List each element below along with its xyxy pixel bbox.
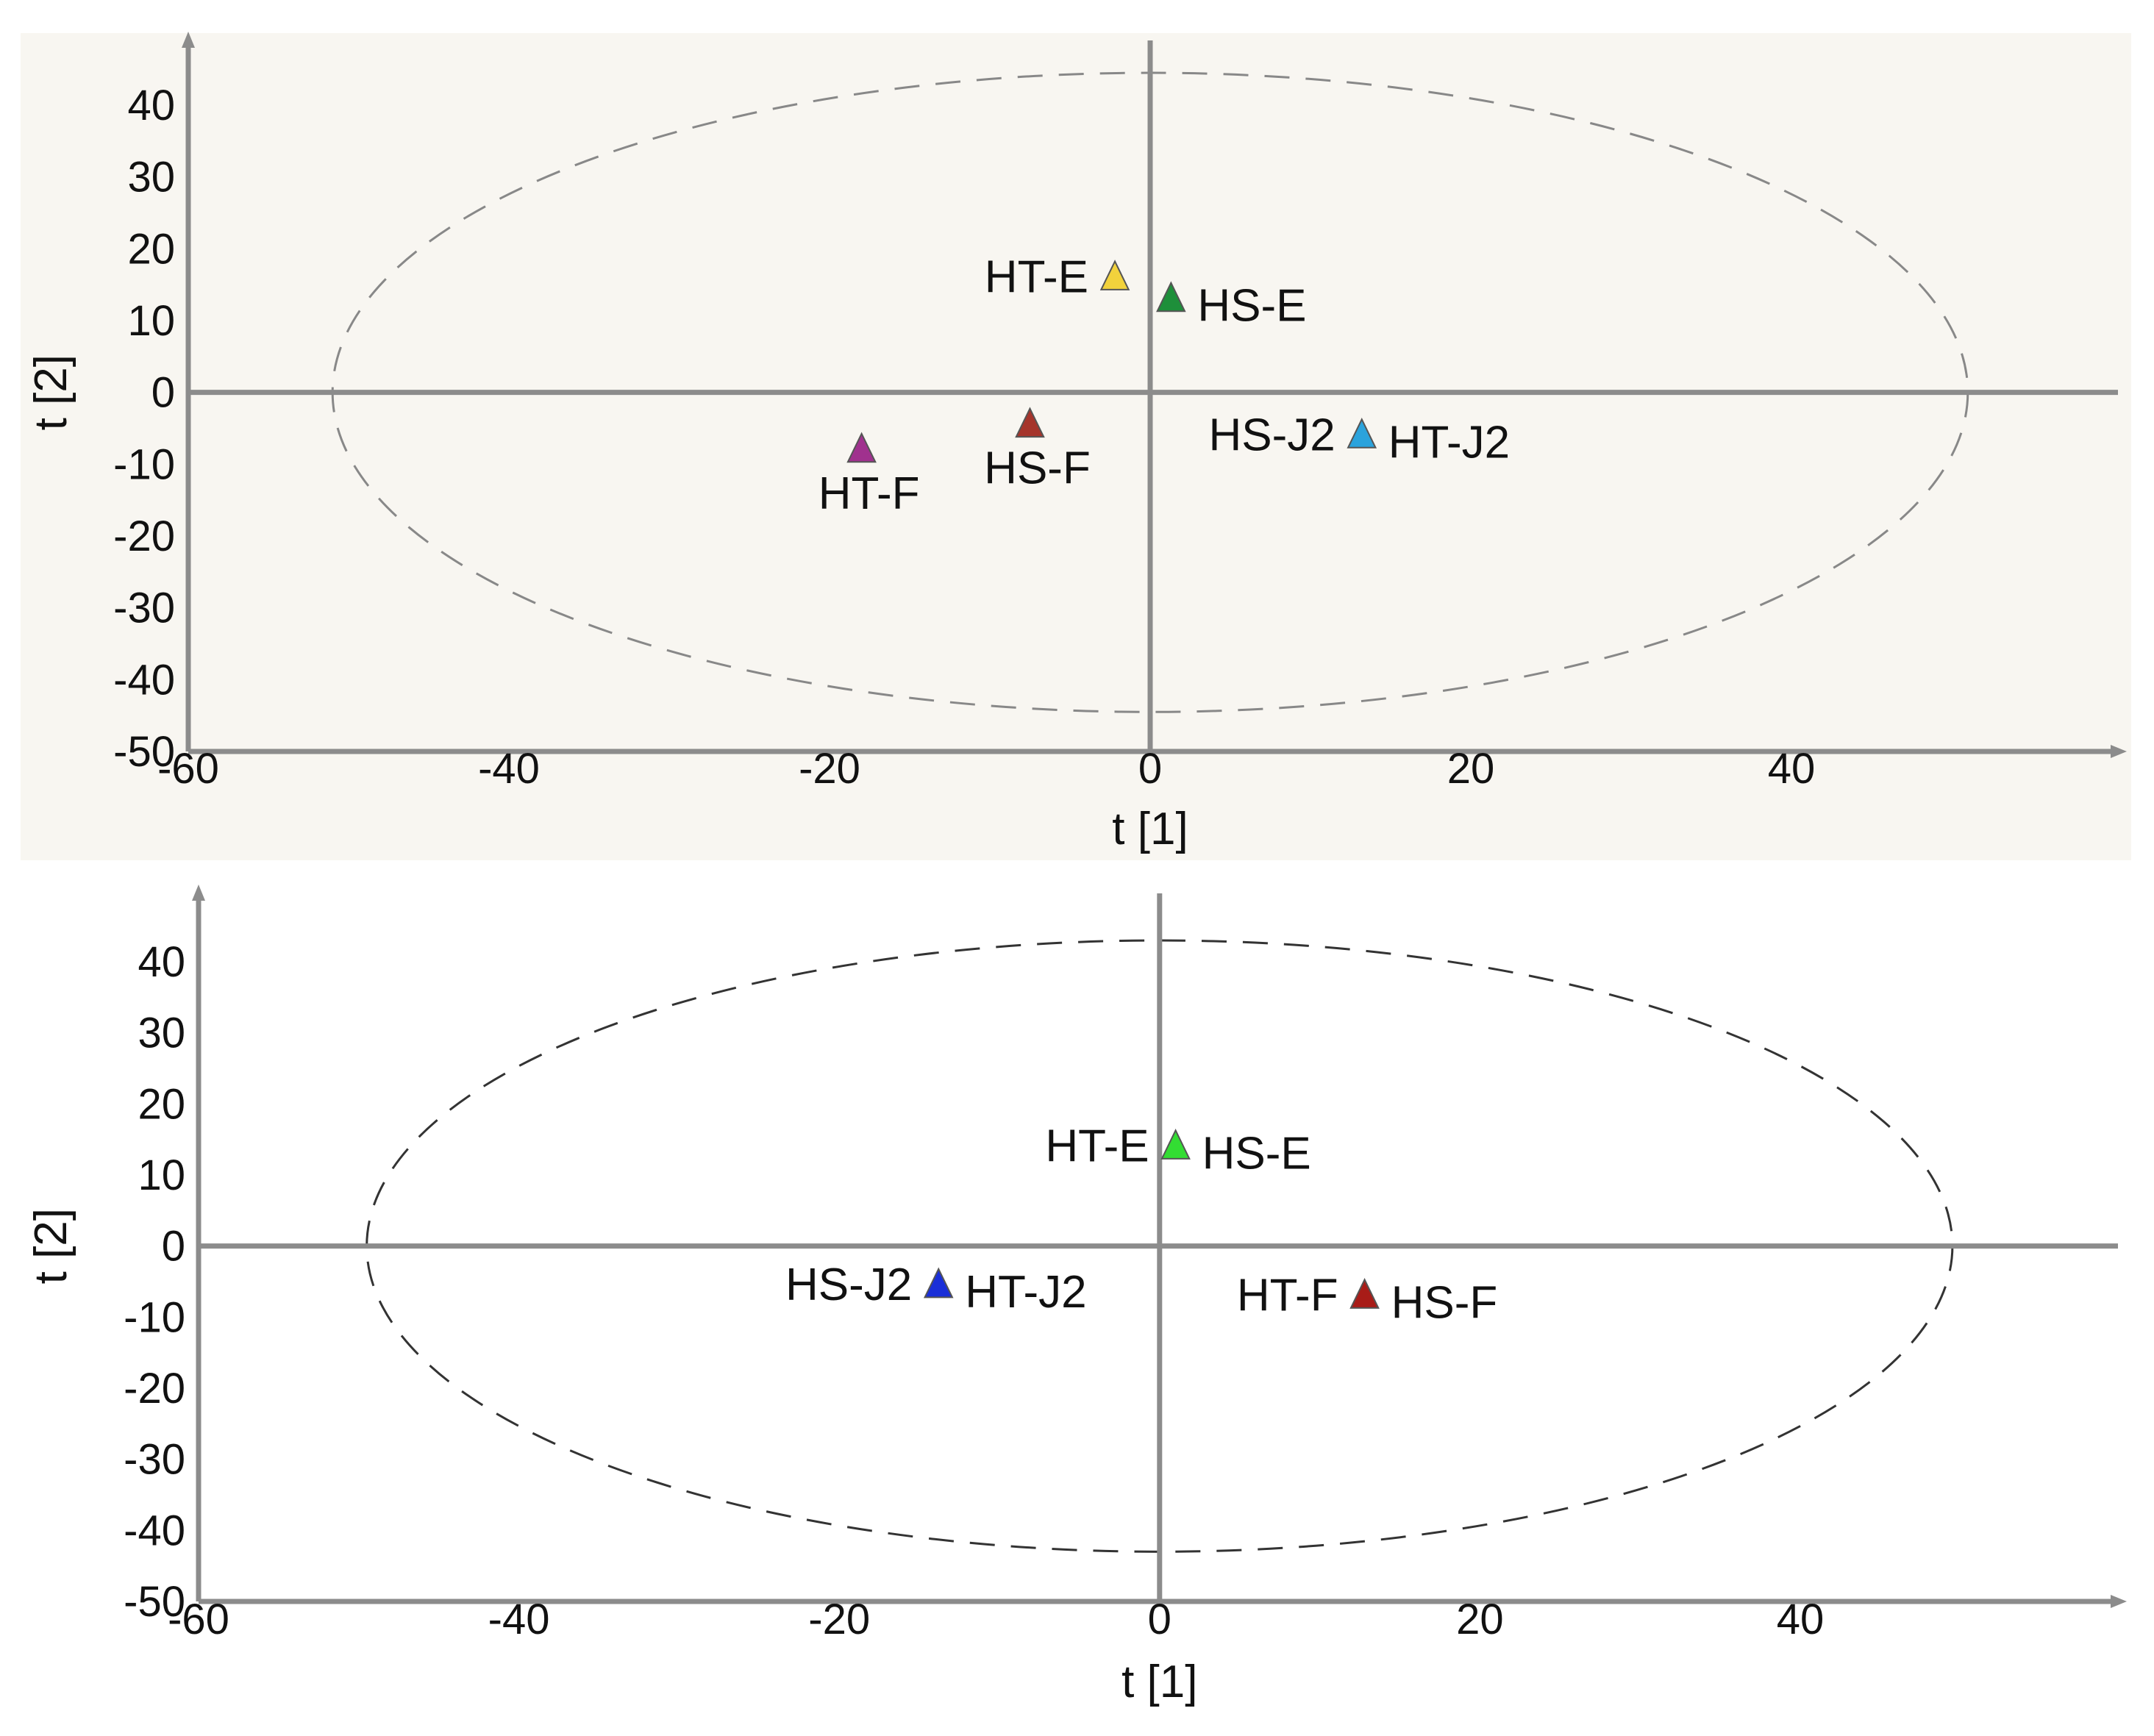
y-tick-label: 0	[151, 369, 175, 417]
point-label: HT-E	[985, 251, 1088, 302]
y-tick-label: -20	[113, 512, 175, 560]
y-tick-label: -50	[124, 1578, 185, 1626]
point-marker	[846, 432, 877, 463]
x-tick-label: 40	[1768, 745, 1816, 793]
y-axis-arrow	[192, 885, 205, 901]
point-label: HT-E	[1045, 1121, 1149, 1171]
point-marker	[1015, 407, 1045, 438]
point-label: HS-J2	[785, 1260, 912, 1310]
x-axis-title: t [1]	[1121, 1657, 1197, 1707]
x-tick-label: 0	[1148, 1596, 1171, 1643]
point-label: HT-J2	[965, 1267, 1086, 1318]
x-tick-label: -60	[168, 1596, 229, 1643]
y-tick-label: 40	[138, 938, 185, 986]
point-label: HS-F	[1391, 1277, 1498, 1328]
x-tick-label: 20	[1447, 745, 1495, 793]
y-tick-label: 20	[127, 225, 175, 273]
x-tick-label: -40	[478, 745, 540, 793]
y-tick-label: 30	[127, 154, 175, 201]
x-axis-arrow	[2111, 745, 2127, 758]
x-tick-label: 0	[1138, 745, 1162, 793]
x-tick-label: -60	[157, 745, 219, 793]
point-label: HS-F	[984, 443, 1091, 494]
y-tick-label: 20	[138, 1080, 185, 1128]
x-axis-arrow	[2111, 1595, 2127, 1608]
y-tick-label: 0	[162, 1223, 185, 1271]
bottom-score-plot: -60 -40 -20 0 20 40 40 30 20 10 0 -10 -20 -30 -40 -50 t …	[21, 885, 2131, 1736]
x-tick-label: 40	[1777, 1596, 1825, 1643]
point-label: HT-F	[1237, 1270, 1338, 1321]
point-label: HT-F	[819, 468, 920, 519]
y-axis-title: t [2]	[26, 354, 76, 430]
x-axis-title: t [1]	[1112, 804, 1188, 854]
y-tick-label: -40	[113, 656, 175, 704]
point-marker	[923, 1267, 954, 1299]
y-tick-label: -30	[124, 1436, 185, 1484]
x-tick-label: -20	[808, 1596, 870, 1643]
point-marker	[1347, 417, 1377, 449]
y-tick-label: -30	[113, 585, 175, 632]
top-score-plot: -60 -40 -20 0 20 40 40 30 20 10 0 -10 -20 -30 -40 -50 t …	[21, 32, 2131, 860]
y-tick-label: -40	[124, 1507, 185, 1554]
y-tick-label: -50	[113, 728, 175, 776]
plot-background	[21, 886, 2131, 1736]
point-label: HS-E	[1202, 1128, 1311, 1179]
y-tick-label: 30	[138, 1010, 185, 1057]
x-tick-label: 20	[1456, 1596, 1504, 1643]
y-tick-label: -10	[113, 440, 175, 488]
point-label: HS-E	[1197, 281, 1306, 332]
y-tick-label: 10	[127, 297, 175, 345]
point-label: HS-J2	[1208, 410, 1335, 460]
point-marker	[1156, 281, 1186, 312]
y-tick-label: -20	[124, 1365, 185, 1412]
point-label: HT-J2	[1388, 417, 1510, 468]
x-tick-label: -40	[488, 1596, 550, 1643]
point-marker	[1099, 260, 1130, 290]
x-tick-label: -20	[799, 745, 860, 793]
y-axis-arrow	[182, 32, 195, 48]
y-tick-label: -10	[124, 1293, 185, 1341]
y-tick-label: 10	[138, 1151, 185, 1199]
y-axis-title: t [2]	[26, 1208, 76, 1284]
point-marker	[1349, 1278, 1380, 1309]
plot-background	[21, 33, 2131, 860]
point-marker	[1160, 1129, 1191, 1160]
y-tick-label: 40	[127, 82, 175, 129]
